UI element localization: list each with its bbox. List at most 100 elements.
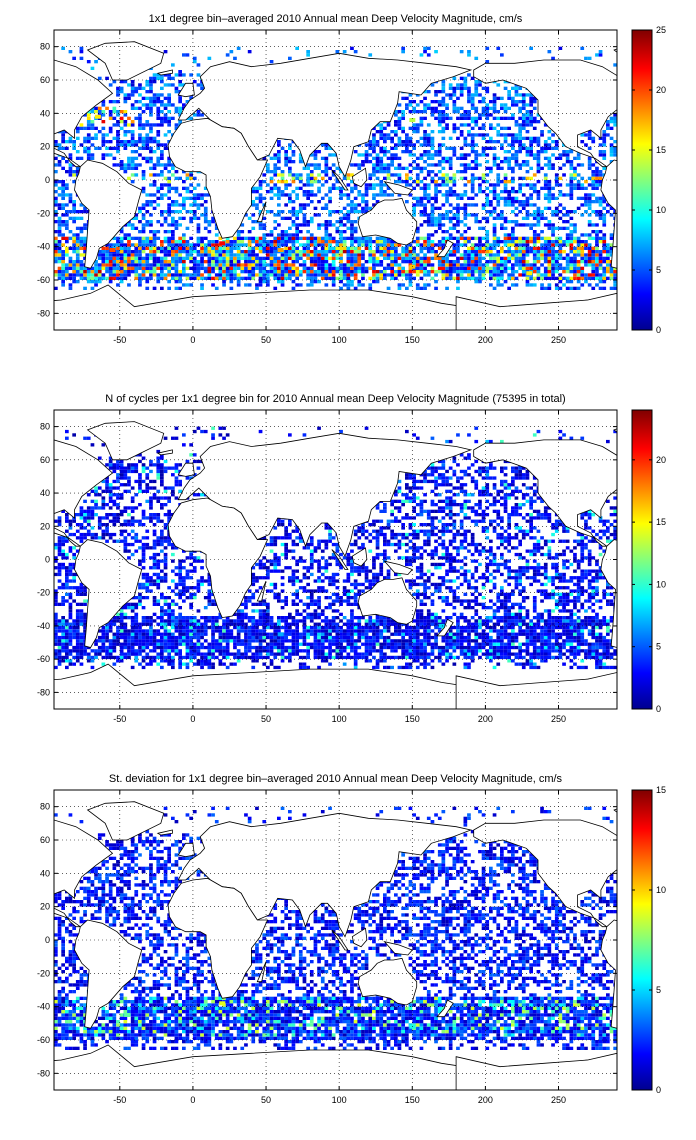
bin-cell [266, 233, 270, 237]
bin-cell [584, 276, 588, 280]
bin-cell [379, 250, 384, 254]
bin-cell [350, 246, 354, 250]
bin-cell [108, 649, 113, 653]
bin-cell [361, 652, 365, 656]
bin-cell [196, 183, 201, 187]
bin-cell [383, 240, 387, 244]
bin-cell [284, 180, 288, 184]
bin-cell [521, 266, 526, 270]
bin-cell [551, 146, 555, 150]
bin-cell [587, 146, 592, 150]
bin-cell [551, 56, 555, 60]
bin-cell [467, 655, 471, 660]
bin-cell [532, 240, 537, 244]
bin-cell [595, 200, 599, 204]
bin-cell [405, 642, 409, 646]
bin-cell [123, 120, 128, 124]
bin-cell [75, 150, 80, 154]
bin-cell [229, 50, 234, 54]
bin-cell [543, 150, 548, 154]
bin-cell [160, 163, 164, 167]
bin-cell [185, 649, 190, 653]
bin-cell [368, 645, 373, 650]
bin-cell [211, 260, 215, 264]
bin-cell [551, 649, 555, 653]
bin-cell [149, 130, 153, 134]
bin-cell [452, 123, 457, 127]
bin-cell [511, 196, 515, 200]
bin-cell [368, 642, 373, 646]
bin-cell [551, 263, 555, 267]
bin-cell [492, 186, 497, 190]
bin-cell [492, 210, 497, 214]
bin-cell [127, 130, 131, 134]
bin-cell [368, 140, 373, 144]
bin-cell [244, 276, 248, 280]
bin-cell [207, 649, 212, 653]
bin-cell [602, 206, 607, 210]
bin-cell [364, 200, 369, 204]
bin-cell [613, 270, 617, 274]
bin-cell [174, 246, 179, 250]
bin-cell [423, 263, 427, 267]
bin-cell [61, 642, 65, 646]
bin-cell [214, 649, 219, 653]
bin-cell [419, 286, 424, 290]
bin-cell [598, 213, 603, 217]
bin-cell [280, 263, 285, 267]
bin-cell [463, 260, 468, 264]
bin-cell [130, 236, 135, 240]
bin-cell [375, 140, 380, 144]
bin-cell [317, 645, 321, 650]
bin-cell [127, 645, 131, 650]
bin-cell [426, 140, 431, 144]
bin-cell [415, 200, 420, 204]
bin-cell [595, 243, 599, 247]
bin-cell [346, 270, 351, 274]
bin-cell [152, 163, 157, 167]
bin-cell [551, 276, 555, 280]
bin-cell [459, 236, 464, 240]
bin-cell [364, 266, 369, 270]
bin-cell [317, 263, 321, 267]
bin-cell [602, 256, 607, 260]
bin-cell [514, 243, 519, 247]
bin-cell [558, 253, 563, 257]
bin-cell [149, 126, 153, 130]
bin-cell [540, 256, 544, 260]
bin-cell [437, 103, 442, 107]
bin-cell [357, 652, 362, 656]
bin-cell [456, 270, 460, 274]
bin-cell [485, 60, 490, 64]
bin-cell [386, 163, 391, 167]
bin-cell [280, 276, 285, 280]
bin-cell [163, 246, 168, 250]
colorbar-tick-label: 20 [656, 85, 666, 95]
bin-cell [426, 46, 431, 50]
bin-cell [291, 190, 296, 194]
bin-cell [412, 645, 416, 650]
bin-cell [368, 240, 373, 244]
bin-cell [532, 106, 537, 110]
bin-cell [496, 250, 501, 254]
bin-cell [54, 210, 58, 214]
bin-cell [507, 236, 511, 240]
bin-cell [112, 270, 117, 274]
bin-cell [291, 270, 296, 274]
bin-cell [543, 273, 548, 277]
bin-cell [379, 193, 384, 197]
bin-cell [167, 236, 171, 240]
bin-cell [189, 260, 193, 264]
bin-cell [470, 236, 475, 240]
bin-cell [408, 276, 413, 280]
bin-cell [119, 240, 124, 244]
bin-cell [445, 123, 449, 127]
bin-cell [75, 240, 80, 244]
bin-cell [379, 270, 384, 274]
bin-cell [478, 260, 482, 264]
bin-cell [141, 263, 146, 267]
bin-cell [448, 83, 453, 87]
bin-cell [397, 283, 402, 287]
bin-cell [291, 652, 296, 656]
bin-cell [156, 662, 161, 666]
